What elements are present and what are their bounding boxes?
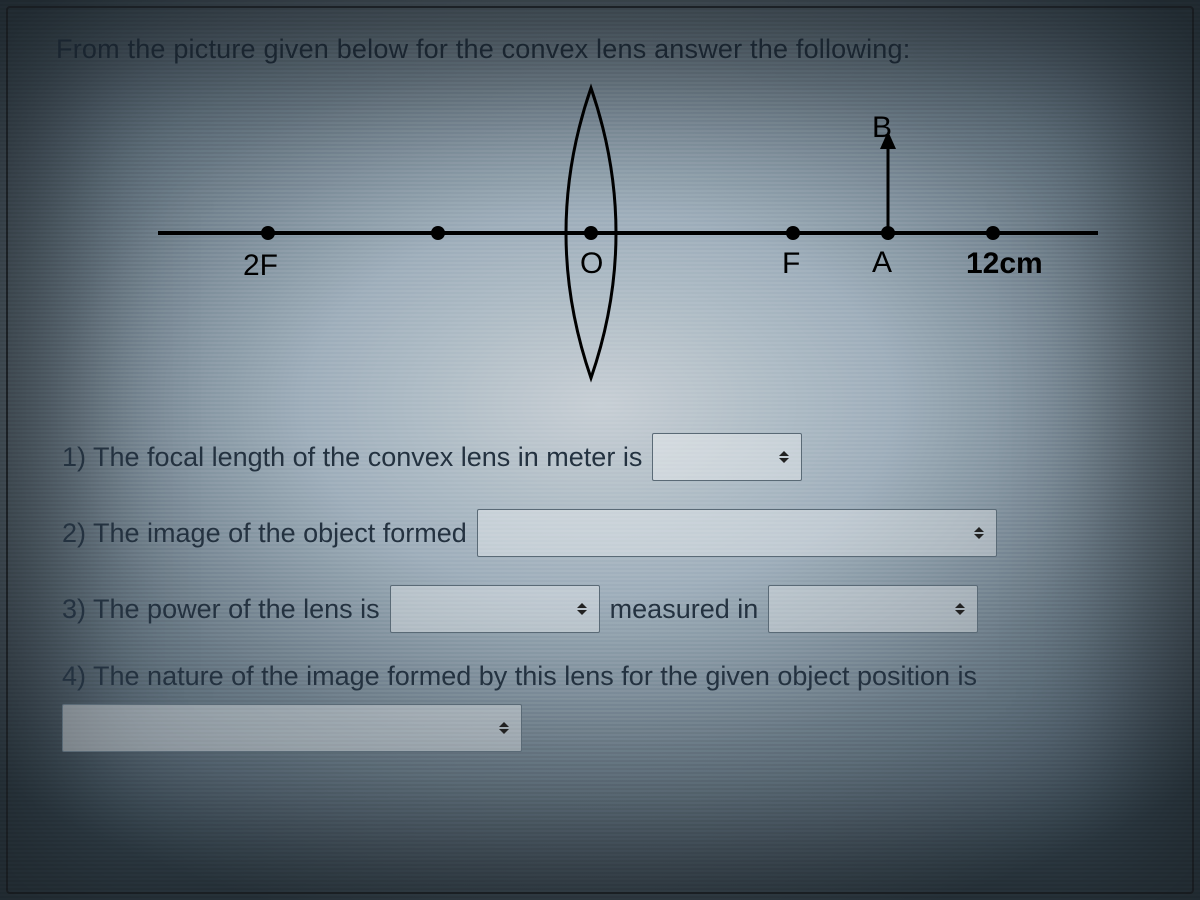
question-3-text-a: 3) The power of the lens is	[62, 594, 380, 625]
point-F-left	[431, 226, 445, 240]
q2-image-location-select[interactable]	[477, 509, 997, 557]
question-3-text-b: measured in	[610, 594, 759, 625]
chevron-updown-icon	[953, 600, 967, 618]
question-2-row: 2) The image of the object formed	[62, 509, 1172, 557]
chevron-updown-icon	[497, 719, 511, 737]
questions-block: 1) The focal length of the convex lens i…	[62, 433, 1172, 757]
label-2F: 2F	[243, 249, 278, 283]
label-F: F	[782, 247, 800, 281]
question-4-text: 4) The nature of the image formed by thi…	[62, 661, 977, 691]
content-area: From the picture given below for the con…	[28, 34, 1172, 886]
label-12cm: 12cm	[966, 247, 1043, 281]
question-3-row: 3) The power of the lens is measured in	[62, 585, 1172, 633]
q1-focal-length-select[interactable]	[652, 433, 802, 481]
chevron-updown-icon	[575, 600, 589, 618]
q3-power-unit-select[interactable]	[768, 585, 978, 633]
question-1-row: 1) The focal length of the convex lens i…	[62, 433, 1172, 481]
label-A: A	[872, 246, 892, 280]
label-O: O	[580, 247, 603, 281]
point-F-right	[786, 226, 800, 240]
chevron-updown-icon	[972, 524, 986, 542]
lens-diagram: 2F O F A 12cm B	[98, 83, 1158, 403]
lens-diagram-svg	[98, 83, 1158, 403]
label-B: B	[872, 111, 892, 145]
chevron-updown-icon	[777, 448, 791, 466]
question-4-row: 4) The nature of the image formed by thi…	[62, 661, 1172, 757]
question-1-text: 1) The focal length of the convex lens i…	[62, 442, 642, 473]
point-O	[584, 226, 598, 240]
q3-power-value-select[interactable]	[390, 585, 600, 633]
question-2-text: 2) The image of the object formed	[62, 518, 467, 549]
point-2F	[261, 226, 275, 240]
point-12cm	[986, 226, 1000, 240]
question-intro: From the picture given below for the con…	[56, 34, 1172, 65]
q4-image-nature-select[interactable]	[62, 704, 522, 752]
